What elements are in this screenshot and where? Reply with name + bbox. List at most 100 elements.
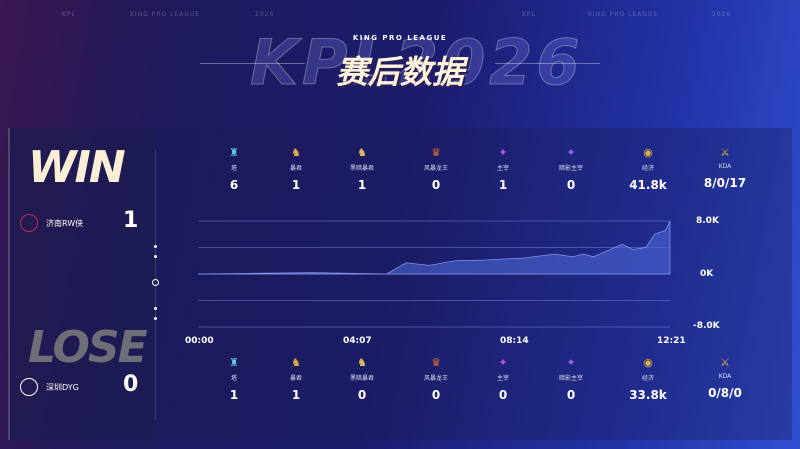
tyrant-icon: ♞	[291, 356, 301, 369]
x-tick: 12:21	[657, 336, 686, 346]
stat-sword: ⚔ KDA 0/8/0	[690, 356, 760, 401]
stat-label: KDA	[718, 163, 732, 170]
stat-label: 塔	[230, 375, 237, 382]
win-label: WIN	[28, 142, 126, 193]
storm-dragon-icon: ♛	[431, 146, 441, 159]
stat-value: 1	[291, 388, 301, 402]
loser-score: 0	[123, 372, 139, 397]
stat-value: 0	[566, 178, 576, 192]
stat-value: 1	[229, 388, 239, 402]
stat-value: 1	[291, 178, 301, 192]
dark-tyrant-icon: ♞	[357, 356, 367, 369]
stat-label: 主宰	[496, 165, 509, 172]
stat-tyrant: ♞ 暴君 1	[261, 146, 331, 193]
tower-icon: ♜	[229, 356, 239, 369]
top-kpl: KPL	[62, 11, 76, 18]
stat-label: 风暴龙王	[423, 165, 448, 172]
gold-icon: ◉	[643, 356, 653, 369]
stat-shadow-overlord: ✦ 暗影主宰 0	[536, 356, 606, 403]
stat-sword: ⚔ KDA 8/0/17	[690, 146, 760, 191]
stat-value: 8/0/17	[703, 176, 747, 190]
divider	[200, 63, 305, 64]
stat-overlord: ✦ 主宰 1	[468, 146, 538, 193]
lose-label: LOSE	[28, 322, 148, 373]
stat-dark-tyrant: ♞ 黑暗暴君 0	[327, 356, 397, 403]
stat-shadow-overlord: ✦ 暗影主宰 0	[536, 146, 606, 193]
stat-label: 暗影主宰	[558, 375, 583, 382]
stat-value: 0/8/0	[708, 386, 742, 400]
watermark: KPL2026	[250, 26, 584, 100]
stat-storm-dragon: ♛ 风暴龙王 0	[401, 356, 471, 403]
gold-diff-area	[197, 220, 671, 275]
sword-icon: ⚔	[720, 146, 730, 159]
stat-value: 41.8k	[629, 178, 667, 192]
stat-tyrant: ♞ 暴君 1	[261, 356, 331, 403]
loser-team: 深圳DYG	[20, 378, 79, 396]
teams-panel: WIN 济南RW侠 1 LOSE 深圳DYG 0	[8, 128, 156, 440]
dot	[154, 317, 157, 320]
shadow-overlord-icon: ✦	[566, 146, 576, 159]
top-year: 2026	[255, 11, 275, 18]
stat-tower: ♜ 塔 6	[199, 146, 269, 193]
stat-label: 风暴龙王	[423, 375, 448, 382]
dot	[154, 307, 157, 310]
stat-label: 暴君	[289, 165, 302, 172]
stat-label: 经济	[641, 375, 654, 382]
overlord-icon: ✦	[498, 146, 508, 159]
winner-score: 1	[123, 208, 139, 233]
x-tick: 00:00	[185, 336, 214, 346]
stat-value: 0	[357, 388, 367, 402]
y-tick: 0K	[700, 269, 714, 279]
tower-icon: ♜	[229, 146, 239, 159]
stat-label: 黑暗暴君	[349, 375, 374, 382]
x-tick: 04:07	[343, 336, 372, 346]
league-name: KING PRO LEAGUE	[352, 34, 448, 42]
x-tick: 08:14	[500, 336, 529, 346]
stat-gold: ◉ 经济 33.8k	[613, 356, 683, 403]
stat-tower: ♜ 塔 1	[199, 356, 269, 403]
stat-label: 黑暗暴君	[349, 165, 374, 172]
stat-value: 6	[229, 178, 239, 192]
team-logo	[20, 214, 38, 232]
shadow-overlord-icon: ✦	[566, 356, 576, 369]
stat-label: 经济	[641, 165, 654, 172]
stat-storm-dragon: ♛ 风暴龙王 0	[401, 146, 471, 193]
page-title: 赛后数据	[335, 53, 464, 91]
top-year: 2026	[712, 11, 732, 18]
top-kpl: KPL	[522, 11, 536, 18]
stat-label: 塔	[230, 165, 237, 172]
gold-icon: ◉	[643, 146, 653, 159]
stat-dark-tyrant: ♞ 黑暗暴君 1	[327, 146, 397, 193]
stat-value: 0	[498, 388, 508, 402]
y-tick: 8.0K	[696, 216, 719, 226]
stat-overlord: ✦ 主宰 0	[468, 356, 538, 403]
stat-value: 1	[357, 178, 367, 192]
tyrant-icon: ♞	[291, 146, 301, 159]
stat-gold: ◉ 经济 41.8k	[613, 146, 683, 193]
stat-value: 0	[431, 388, 441, 402]
stats-panel	[156, 128, 792, 440]
stat-value: 33.8k	[629, 388, 667, 402]
top-league: KING PRO LEAGUE	[130, 11, 201, 18]
stat-value: 0	[431, 178, 441, 192]
winner-team: 济南RW侠	[20, 214, 83, 232]
stat-label: 暴君	[289, 375, 302, 382]
stat-value: 0	[566, 388, 576, 402]
dot	[154, 245, 157, 248]
dark-tyrant-icon: ♞	[357, 146, 367, 159]
team-logo	[20, 378, 38, 396]
stat-label: 主宰	[496, 375, 509, 382]
team-name: 深圳DYG	[46, 382, 79, 392]
top-league: KING PRO LEAGUE	[588, 11, 659, 18]
dot	[154, 255, 157, 258]
dot	[152, 279, 159, 286]
stat-value: 1	[498, 178, 508, 192]
stat-label: KDA	[718, 373, 732, 380]
y-tick: -8.0K	[693, 321, 720, 331]
overlord-icon: ✦	[498, 356, 508, 369]
team-name: 济南RW侠	[46, 218, 84, 228]
storm-dragon-icon: ♛	[431, 356, 441, 369]
sword-icon: ⚔	[720, 356, 730, 369]
stat-label: 暗影主宰	[558, 165, 583, 172]
